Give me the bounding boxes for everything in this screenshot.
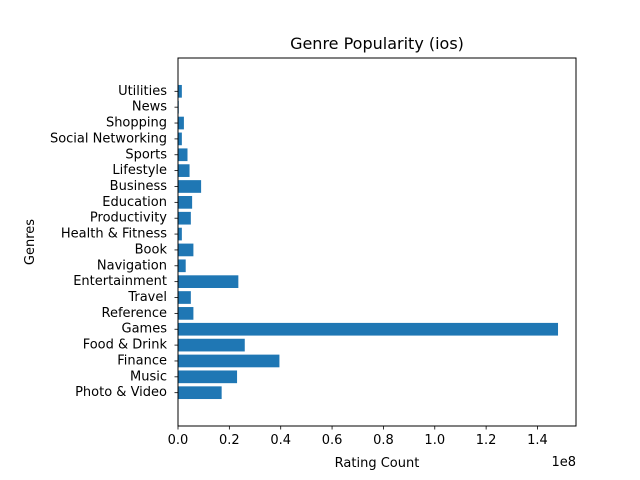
bar-reference	[178, 307, 194, 320]
bar-music	[178, 370, 238, 384]
bar-navigation	[178, 259, 186, 273]
x-axis-ticks: 0.0 0.2 0.4 0.6 0.8 1.0 1.2 1.4	[168, 426, 548, 448]
bar-finance	[178, 354, 280, 368]
y-tick-label: Health & Fitness	[61, 227, 167, 242]
x-axis-label: Rating Count	[335, 456, 420, 471]
bar-sports	[178, 148, 188, 162]
y-tick-label: Reference	[102, 306, 167, 321]
y-tick-label: Sports	[125, 147, 167, 162]
y-tick-label: Social Networking	[50, 131, 167, 146]
bars-group	[178, 84, 559, 400]
y-tick-label: Finance	[117, 353, 167, 368]
x-tick-label: 0.0	[168, 433, 189, 448]
y-axis-label: Genres	[23, 219, 38, 265]
y-tick-label: Lifestyle	[112, 163, 167, 178]
bar-social-networking	[178, 132, 182, 146]
bar-health-fitness	[178, 227, 182, 241]
plot-frame	[177, 57, 577, 427]
bar-entertainment	[178, 275, 239, 288]
x-tick-label: 0.8	[373, 433, 394, 448]
bar-utilities	[178, 84, 182, 98]
y-tick-label: Photo & Video	[75, 385, 167, 400]
bar-education	[178, 196, 193, 209]
bar-games	[178, 322, 559, 336]
x-axis-offset-label: 1e8	[551, 455, 576, 470]
y-tick-label: News	[132, 100, 167, 115]
chart-title: Genre Popularity (ios)	[290, 34, 464, 53]
y-tick-label: Shopping	[106, 116, 167, 131]
bar-lifestyle	[178, 164, 190, 177]
y-tick-label: Business	[110, 179, 168, 194]
y-tick-label: Games	[122, 322, 168, 337]
bar-business	[178, 180, 202, 193]
bar-book	[178, 243, 194, 257]
y-tick-label: Food & Drink	[83, 338, 168, 353]
bar-shopping	[178, 116, 184, 130]
y-tick-label: Navigation	[97, 258, 167, 273]
bar-photo-video	[178, 386, 222, 400]
y-tick-label: Music	[130, 369, 167, 384]
x-tick-label: 1.0	[424, 433, 445, 448]
y-tick-label: Travel	[127, 290, 167, 305]
y-tick-label: Book	[135, 242, 168, 257]
bar-travel	[178, 291, 191, 304]
x-tick-label: 0.6	[322, 433, 343, 448]
x-tick-label: 0.2	[219, 433, 240, 448]
bar-productivity	[178, 211, 191, 225]
y-tick-label: Productivity	[90, 211, 167, 226]
y-tick-label: Entertainment	[73, 274, 167, 289]
bar-food-drink	[178, 338, 245, 352]
x-tick-label: 0.4	[270, 433, 291, 448]
y-tick-label: Utilities	[118, 84, 167, 99]
x-tick-label: 1.2	[476, 433, 497, 448]
x-tick-label: 1.4	[527, 433, 548, 448]
y-tick-label: Education	[102, 195, 167, 210]
